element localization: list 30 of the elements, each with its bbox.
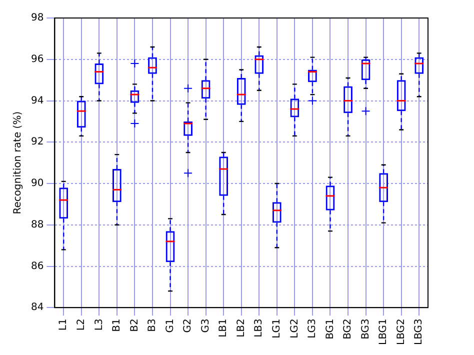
y-tick-label: 90 [30,178,44,190]
y-tick-label: 92 [30,136,44,148]
x-tick-label: LB2 [236,318,247,338]
x-tick-label: LG2 [289,318,300,338]
y-tick-label: 96 [30,54,44,65]
y-tick-label: 98 [30,12,44,24]
x-tick-label: BG2 [342,318,354,340]
x-tick-label: G3 [200,318,212,333]
x-tick-label: BG3 [360,318,372,340]
x-tick-label: LBG1 [378,318,390,346]
x-tick-label: B3 [147,318,158,332]
x-tick-label: G2 [182,318,194,333]
y-tick-label: 84 [30,302,44,314]
x-tick-label: LG1 [272,318,283,338]
x-tick-label: L1 [58,318,70,331]
x-tick-label: B1 [112,318,123,332]
x-tick-label: BG1 [324,318,336,340]
y-tick-label: 88 [30,219,44,230]
y-tick-label: 94 [30,95,44,106]
x-tick-label: LG3 [307,318,318,338]
x-tick-label: B2 [129,318,140,332]
x-tick-label: LB1 [218,318,230,338]
x-tick-label: LBG2 [396,318,407,346]
x-tick-label: L2 [76,318,87,331]
y-axis-title: Recognition rate (%) [12,111,24,214]
y-tick-label: 86 [30,260,44,272]
x-tick-label: L3 [94,318,105,331]
x-tick-label: LBG3 [414,318,425,346]
x-tick-label: G1 [164,318,176,333]
x-tick-label: LB3 [254,318,265,338]
